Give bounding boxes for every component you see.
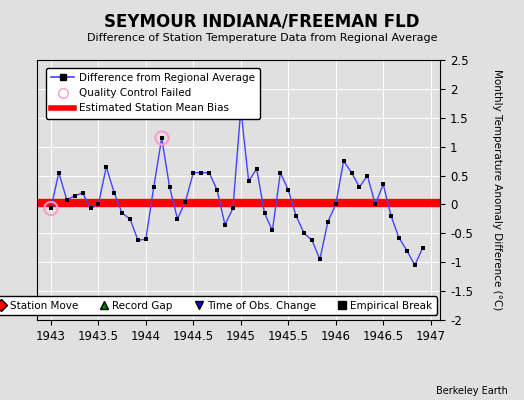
Point <box>158 135 166 141</box>
Point <box>213 187 221 193</box>
Point <box>166 184 174 190</box>
Point <box>173 216 182 222</box>
Point <box>308 237 316 244</box>
Point <box>268 227 277 234</box>
Point <box>189 170 198 176</box>
Point <box>363 172 372 179</box>
Point <box>387 213 395 219</box>
Point <box>395 235 403 241</box>
Point <box>411 262 419 268</box>
Point <box>300 230 308 236</box>
Point <box>94 201 103 208</box>
Point <box>47 205 55 212</box>
Point <box>340 158 348 164</box>
Point <box>237 106 245 112</box>
Point <box>403 248 411 254</box>
Point <box>324 218 332 225</box>
Point <box>347 170 356 176</box>
Point <box>134 237 142 244</box>
Point <box>102 164 111 170</box>
Point <box>197 170 205 176</box>
Point <box>276 170 285 176</box>
Point <box>141 236 150 242</box>
Point <box>181 198 190 205</box>
Point <box>228 205 237 212</box>
Point <box>355 184 364 190</box>
Point <box>110 190 118 196</box>
Point <box>70 192 79 199</box>
Point <box>245 178 253 184</box>
Point <box>62 197 71 203</box>
Point <box>315 256 324 262</box>
Point <box>86 205 95 212</box>
Y-axis label: Monthly Temperature Anomaly Difference (°C): Monthly Temperature Anomaly Difference (… <box>493 69 503 311</box>
Point <box>79 190 87 196</box>
Point <box>118 210 126 216</box>
Point <box>126 216 134 222</box>
Point <box>292 213 300 219</box>
Point <box>47 205 55 212</box>
Point <box>149 184 158 190</box>
Point <box>158 135 166 141</box>
Point <box>371 201 379 208</box>
Point <box>253 166 261 172</box>
Text: SEYMOUR INDIANA/FREEMAN FLD: SEYMOUR INDIANA/FREEMAN FLD <box>104 13 420 31</box>
Point <box>54 170 63 176</box>
Point <box>284 187 292 193</box>
Text: Berkeley Earth: Berkeley Earth <box>436 386 508 396</box>
Legend: Station Move, Record Gap, Time of Obs. Change, Empirical Break: Station Move, Record Gap, Time of Obs. C… <box>0 296 436 315</box>
Text: Difference of Station Temperature Data from Regional Average: Difference of Station Temperature Data f… <box>87 33 437 43</box>
Point <box>221 222 229 228</box>
Point <box>332 201 340 208</box>
Point <box>379 181 387 188</box>
Point <box>205 170 213 176</box>
Point <box>260 210 269 216</box>
Point <box>419 244 427 251</box>
